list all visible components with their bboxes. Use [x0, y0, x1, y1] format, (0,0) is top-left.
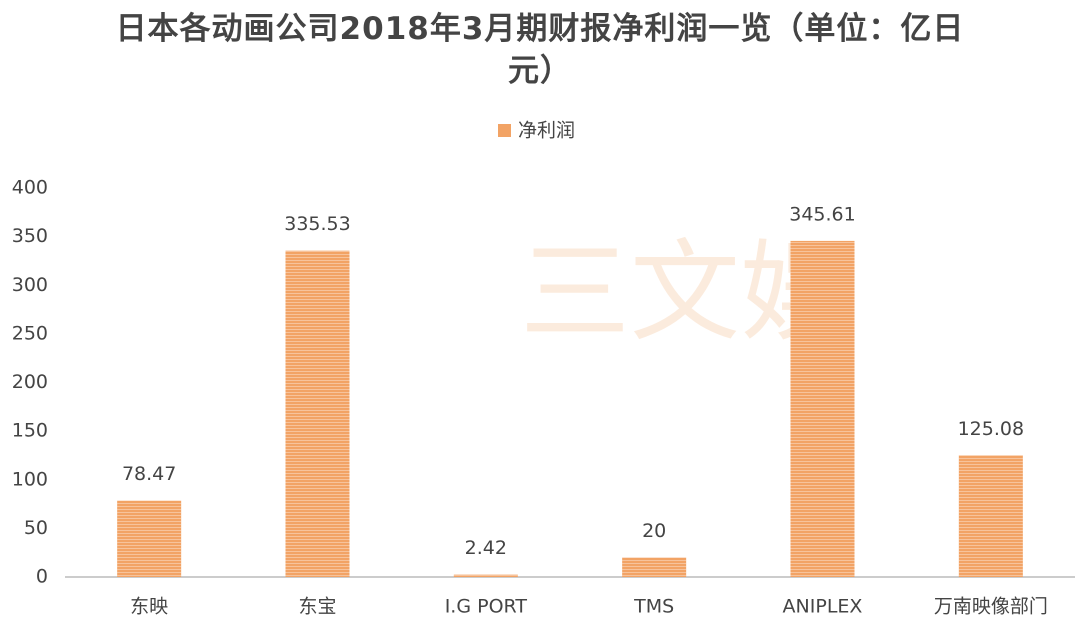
x-tick-label: 东映	[130, 596, 168, 618]
chart-title: 日本各动画公司2018年3月期财报净利润一览（单位：亿日元）	[115, 11, 965, 89]
y-tick-label: 250	[12, 322, 48, 344]
x-tick-label: 东宝	[298, 596, 336, 618]
bar-texture	[285, 250, 350, 577]
y-tick-label: 150	[12, 420, 48, 442]
y-tick-label: 50	[24, 517, 48, 539]
x-tick-label: I.G PORT	[445, 596, 528, 618]
legend-swatch	[498, 124, 511, 137]
x-tick-label: TMS	[633, 596, 674, 618]
data-label: 2.42	[465, 537, 507, 559]
x-tick-label: 万南映像部门	[934, 596, 1048, 618]
data-label: 78.47	[122, 463, 176, 485]
y-tick-label: 200	[12, 371, 48, 393]
data-label: 20	[642, 520, 666, 542]
y-tick-label: 0	[36, 566, 48, 588]
data-label: 345.61	[789, 203, 855, 225]
bar-texture	[958, 455, 1023, 577]
y-tick-label: 300	[12, 274, 48, 296]
bar-texture	[117, 500, 182, 577]
y-tick-label: 100	[12, 468, 48, 490]
bar-texture	[453, 574, 518, 577]
data-label: 335.53	[284, 213, 350, 235]
legend-label: 净利润	[518, 120, 575, 142]
y-tick-label: 400	[12, 177, 48, 199]
data-label: 125.08	[958, 418, 1024, 440]
bar-texture	[622, 557, 687, 577]
y-tick-label: 350	[12, 225, 48, 247]
x-tick-label: ANIPLEX	[783, 596, 863, 618]
bar-texture	[790, 240, 855, 577]
